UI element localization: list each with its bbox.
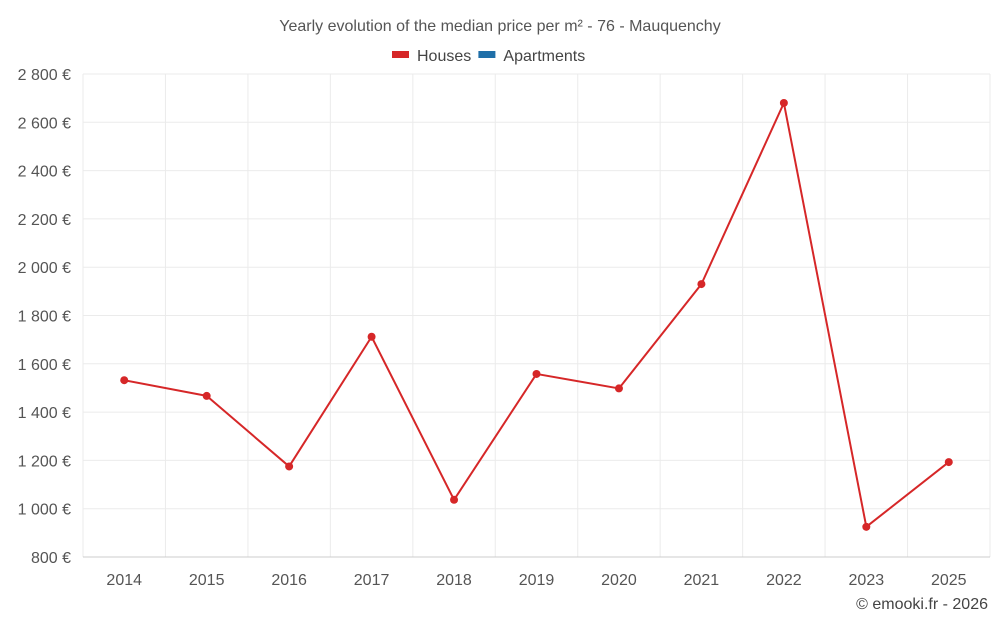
- y-tick-label: 2 600 €: [18, 115, 71, 132]
- legend-item-apartments: Apartments: [478, 48, 585, 65]
- y-tick-label: 1 800 €: [18, 309, 71, 326]
- data-point: [944, 458, 953, 467]
- x-tick-label: 2021: [684, 572, 720, 589]
- x-tick-label: 2019: [519, 572, 555, 589]
- y-tick-label: 1 200 €: [18, 453, 71, 470]
- y-tick-label: 1 000 €: [18, 502, 71, 519]
- x-tick-label: 2017: [354, 572, 390, 589]
- series-layer: [120, 98, 953, 531]
- y-tick-label: 2 800 €: [18, 67, 71, 84]
- legend: Houses Apartments: [392, 48, 585, 65]
- data-point: [532, 369, 541, 378]
- legend-label-apartments: Apartments: [503, 48, 585, 65]
- x-tick-label: 2014: [106, 572, 142, 589]
- data-point: [697, 280, 706, 289]
- y-tick-label: 1 600 €: [18, 357, 71, 374]
- y-tick-label: 1 400 €: [18, 405, 71, 422]
- x-tick-label: 2016: [271, 572, 307, 589]
- data-point: [450, 495, 459, 504]
- y-tick-label: 2 400 €: [18, 164, 71, 181]
- data-point: [779, 98, 788, 107]
- y-tick-label: 2 200 €: [18, 212, 71, 229]
- credit-text: © emooki.fr - 2026: [856, 596, 988, 613]
- data-point: [285, 462, 294, 471]
- x-tick-label: 2023: [849, 572, 885, 589]
- grid: [82, 73, 991, 558]
- x-tick-label: 2020: [601, 572, 637, 589]
- legend-item-houses: Houses: [392, 48, 471, 65]
- legend-swatch-apartments: [478, 51, 496, 58]
- x-axis: 2014 2015 2016 2017 2018 2019 2020 2021 2022 2023…: [83, 556, 990, 589]
- data-point: [614, 384, 623, 393]
- x-tick-label: 2022: [766, 572, 802, 589]
- y-tick-label: 2 000 €: [18, 260, 71, 277]
- legend-swatch-houses: [392, 51, 409, 58]
- data-point: [367, 332, 376, 341]
- x-tick-label: 2015: [189, 572, 225, 589]
- chart-title: Yearly evolution of the median price per…: [279, 18, 720, 35]
- series-houses: [120, 98, 953, 531]
- data-point: [120, 376, 129, 385]
- x-tick-label: 2025: [931, 572, 967, 589]
- data-point: [202, 391, 211, 400]
- data-point: [862, 522, 871, 531]
- x-tick-label: 2018: [436, 572, 472, 589]
- legend-label-houses: Houses: [417, 48, 471, 65]
- y-tick-label: 800 €: [31, 550, 71, 567]
- y-axis: 800 € 1 000 € 1 200 € 1 400 € 1 600 € 1 800 €…: [18, 67, 71, 567]
